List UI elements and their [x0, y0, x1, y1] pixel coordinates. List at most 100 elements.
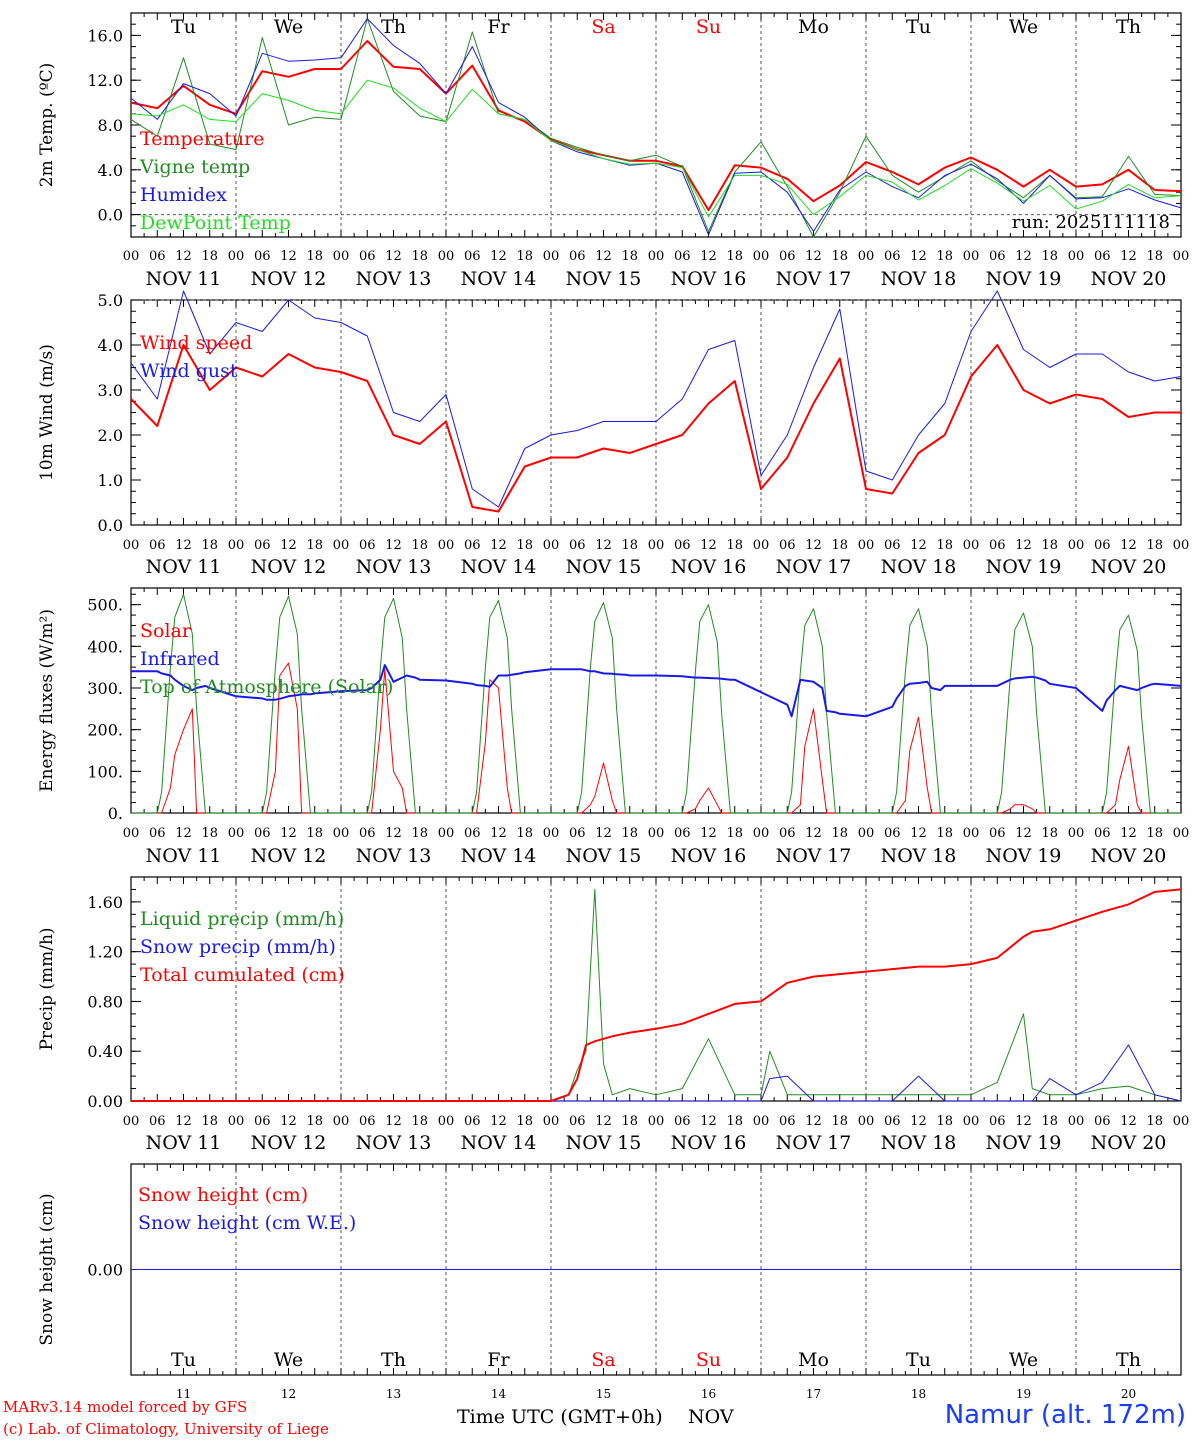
date-label: NOV 15 [566, 268, 642, 290]
weekday-label: Sa [591, 16, 615, 38]
date-label: NOV 14 [461, 1132, 537, 1154]
weekday-label: Th [1116, 16, 1141, 38]
date-label: NOV 20 [1091, 556, 1167, 578]
hour-tick-label: 00 [228, 249, 245, 264]
date-label: NOV 17 [776, 845, 852, 867]
station-name: Namur (alt. 172m) [944, 1400, 1186, 1430]
date-label: NOV 19 [986, 1132, 1062, 1154]
hour-tick-label: 18 [411, 249, 428, 264]
hour-tick-label: 12 [385, 1114, 402, 1129]
weekday-label: Mo [798, 1349, 829, 1371]
hour-tick-label: 00 [753, 1114, 770, 1129]
hour-tick-label: 06 [989, 538, 1006, 553]
y-tick-label: 200. [87, 721, 123, 740]
date-label: NOV 13 [356, 268, 432, 290]
hour-tick-label: 12 [1120, 249, 1137, 264]
date-label: NOV 16 [671, 845, 747, 867]
legend-item: Liquid precip (mm/h) [140, 908, 344, 930]
hour-tick-label: 18 [726, 826, 743, 841]
month-label: NOV [688, 1406, 734, 1428]
date-label: NOV 12 [251, 845, 327, 867]
hour-tick-label: 00 [228, 538, 245, 553]
hour-tick-label: 12 [280, 1114, 297, 1129]
date-label: NOV 16 [671, 268, 747, 290]
y-tick-label: 2.0 [98, 426, 123, 445]
y-tick-label: 400. [87, 637, 123, 656]
hour-tick-label: 12 [700, 1114, 717, 1129]
y-axis-label: Energy fluxes (W/m²) [37, 609, 57, 792]
date-label: NOV 19 [986, 268, 1062, 290]
y-tick-label: 12.0 [87, 71, 123, 90]
date-label: NOV 11 [146, 556, 222, 578]
hour-tick-label: 18 [516, 538, 533, 553]
weekday-label: Tu [171, 1349, 196, 1371]
hour-tick-label: 06 [569, 826, 586, 841]
weekday-label: We [274, 1349, 303, 1371]
y-tick-label: 0.80 [87, 992, 123, 1011]
hour-tick-label: 06 [674, 249, 691, 264]
date-label: NOV 13 [356, 1132, 432, 1154]
hour-tick-label: 00 [228, 1114, 245, 1129]
hour-tick-label: 06 [464, 826, 481, 841]
hour-tick-label: 12 [805, 826, 822, 841]
date-label: NOV 18 [881, 556, 957, 578]
hour-tick-label: 06 [779, 538, 796, 553]
hour-tick-label: 12 [805, 249, 822, 264]
hour-tick-label: 00 [1068, 826, 1085, 841]
date-label: NOV 11 [146, 1132, 222, 1154]
date-label: NOV 12 [251, 268, 327, 290]
date-label: NOV 18 [881, 845, 957, 867]
hour-tick-label: 06 [1094, 538, 1111, 553]
legend-item: Temperature [140, 128, 264, 150]
hour-tick-label: 00 [438, 249, 455, 264]
day-number-label: 14 [491, 1387, 507, 1401]
hour-tick-label: 12 [700, 249, 717, 264]
date-label: NOV 15 [566, 1132, 642, 1154]
date-label: NOV 17 [776, 556, 852, 578]
day-number-label: 11 [176, 1387, 191, 1401]
hour-tick-label: 00 [1173, 249, 1190, 264]
date-label: NOV 17 [776, 1132, 852, 1154]
day-number-label: 16 [701, 1387, 716, 1401]
hour-tick-label: 00 [648, 249, 665, 264]
hour-tick-label: 00 [753, 826, 770, 841]
hour-tick-label: 00 [543, 249, 560, 264]
date-label: NOV 20 [1091, 1132, 1167, 1154]
hour-tick-label: 06 [464, 538, 481, 553]
hour-tick-label: 00 [438, 538, 455, 553]
hour-tick-label: 00 [333, 1114, 350, 1129]
hour-tick-label: 12 [385, 826, 402, 841]
hour-tick-label: 00 [858, 1114, 875, 1129]
legend-item: Infrared [140, 648, 220, 670]
legend-item: Solar [140, 620, 192, 642]
hour-tick-label: 06 [884, 538, 901, 553]
weekday-label: Su [696, 1349, 721, 1371]
hour-tick-label: 12 [280, 249, 297, 264]
hour-tick-label: 12 [910, 826, 927, 841]
day-number-label: 19 [1016, 1387, 1031, 1401]
y-tick-label: 0.00 [87, 1092, 123, 1111]
hour-tick-label: 00 [963, 826, 980, 841]
day-number-label: 12 [281, 1387, 296, 1401]
hour-tick-label: 00 [753, 538, 770, 553]
hour-tick-label: 00 [333, 826, 350, 841]
hour-tick-label: 00 [543, 1114, 560, 1129]
legend-item: Total cumulated (cm) [140, 964, 345, 986]
weekday-label: We [274, 16, 303, 38]
hour-tick-label: 00 [1173, 1114, 1190, 1129]
hour-tick-label: 06 [254, 538, 271, 553]
date-label: NOV 16 [671, 1132, 747, 1154]
date-label: NOV 15 [566, 556, 642, 578]
day-number-label: 13 [386, 1387, 401, 1401]
panel-energy: 0. 100. 200. 300. 400. 500. Energy fluxes (W/m… [37, 587, 1189, 867]
hour-tick-label: 06 [989, 249, 1006, 264]
hour-tick-label: 06 [674, 538, 691, 553]
hour-tick-label: 18 [831, 1114, 848, 1129]
hour-tick-label: 06 [1094, 249, 1111, 264]
hour-tick-label: 06 [149, 249, 166, 264]
hour-tick-label: 18 [516, 826, 533, 841]
series-line-wind-gust [130, 290, 1182, 508]
hour-tick-label: 06 [149, 826, 166, 841]
date-label: NOV 17 [776, 268, 852, 290]
hour-tick-label: 18 [621, 1114, 638, 1129]
